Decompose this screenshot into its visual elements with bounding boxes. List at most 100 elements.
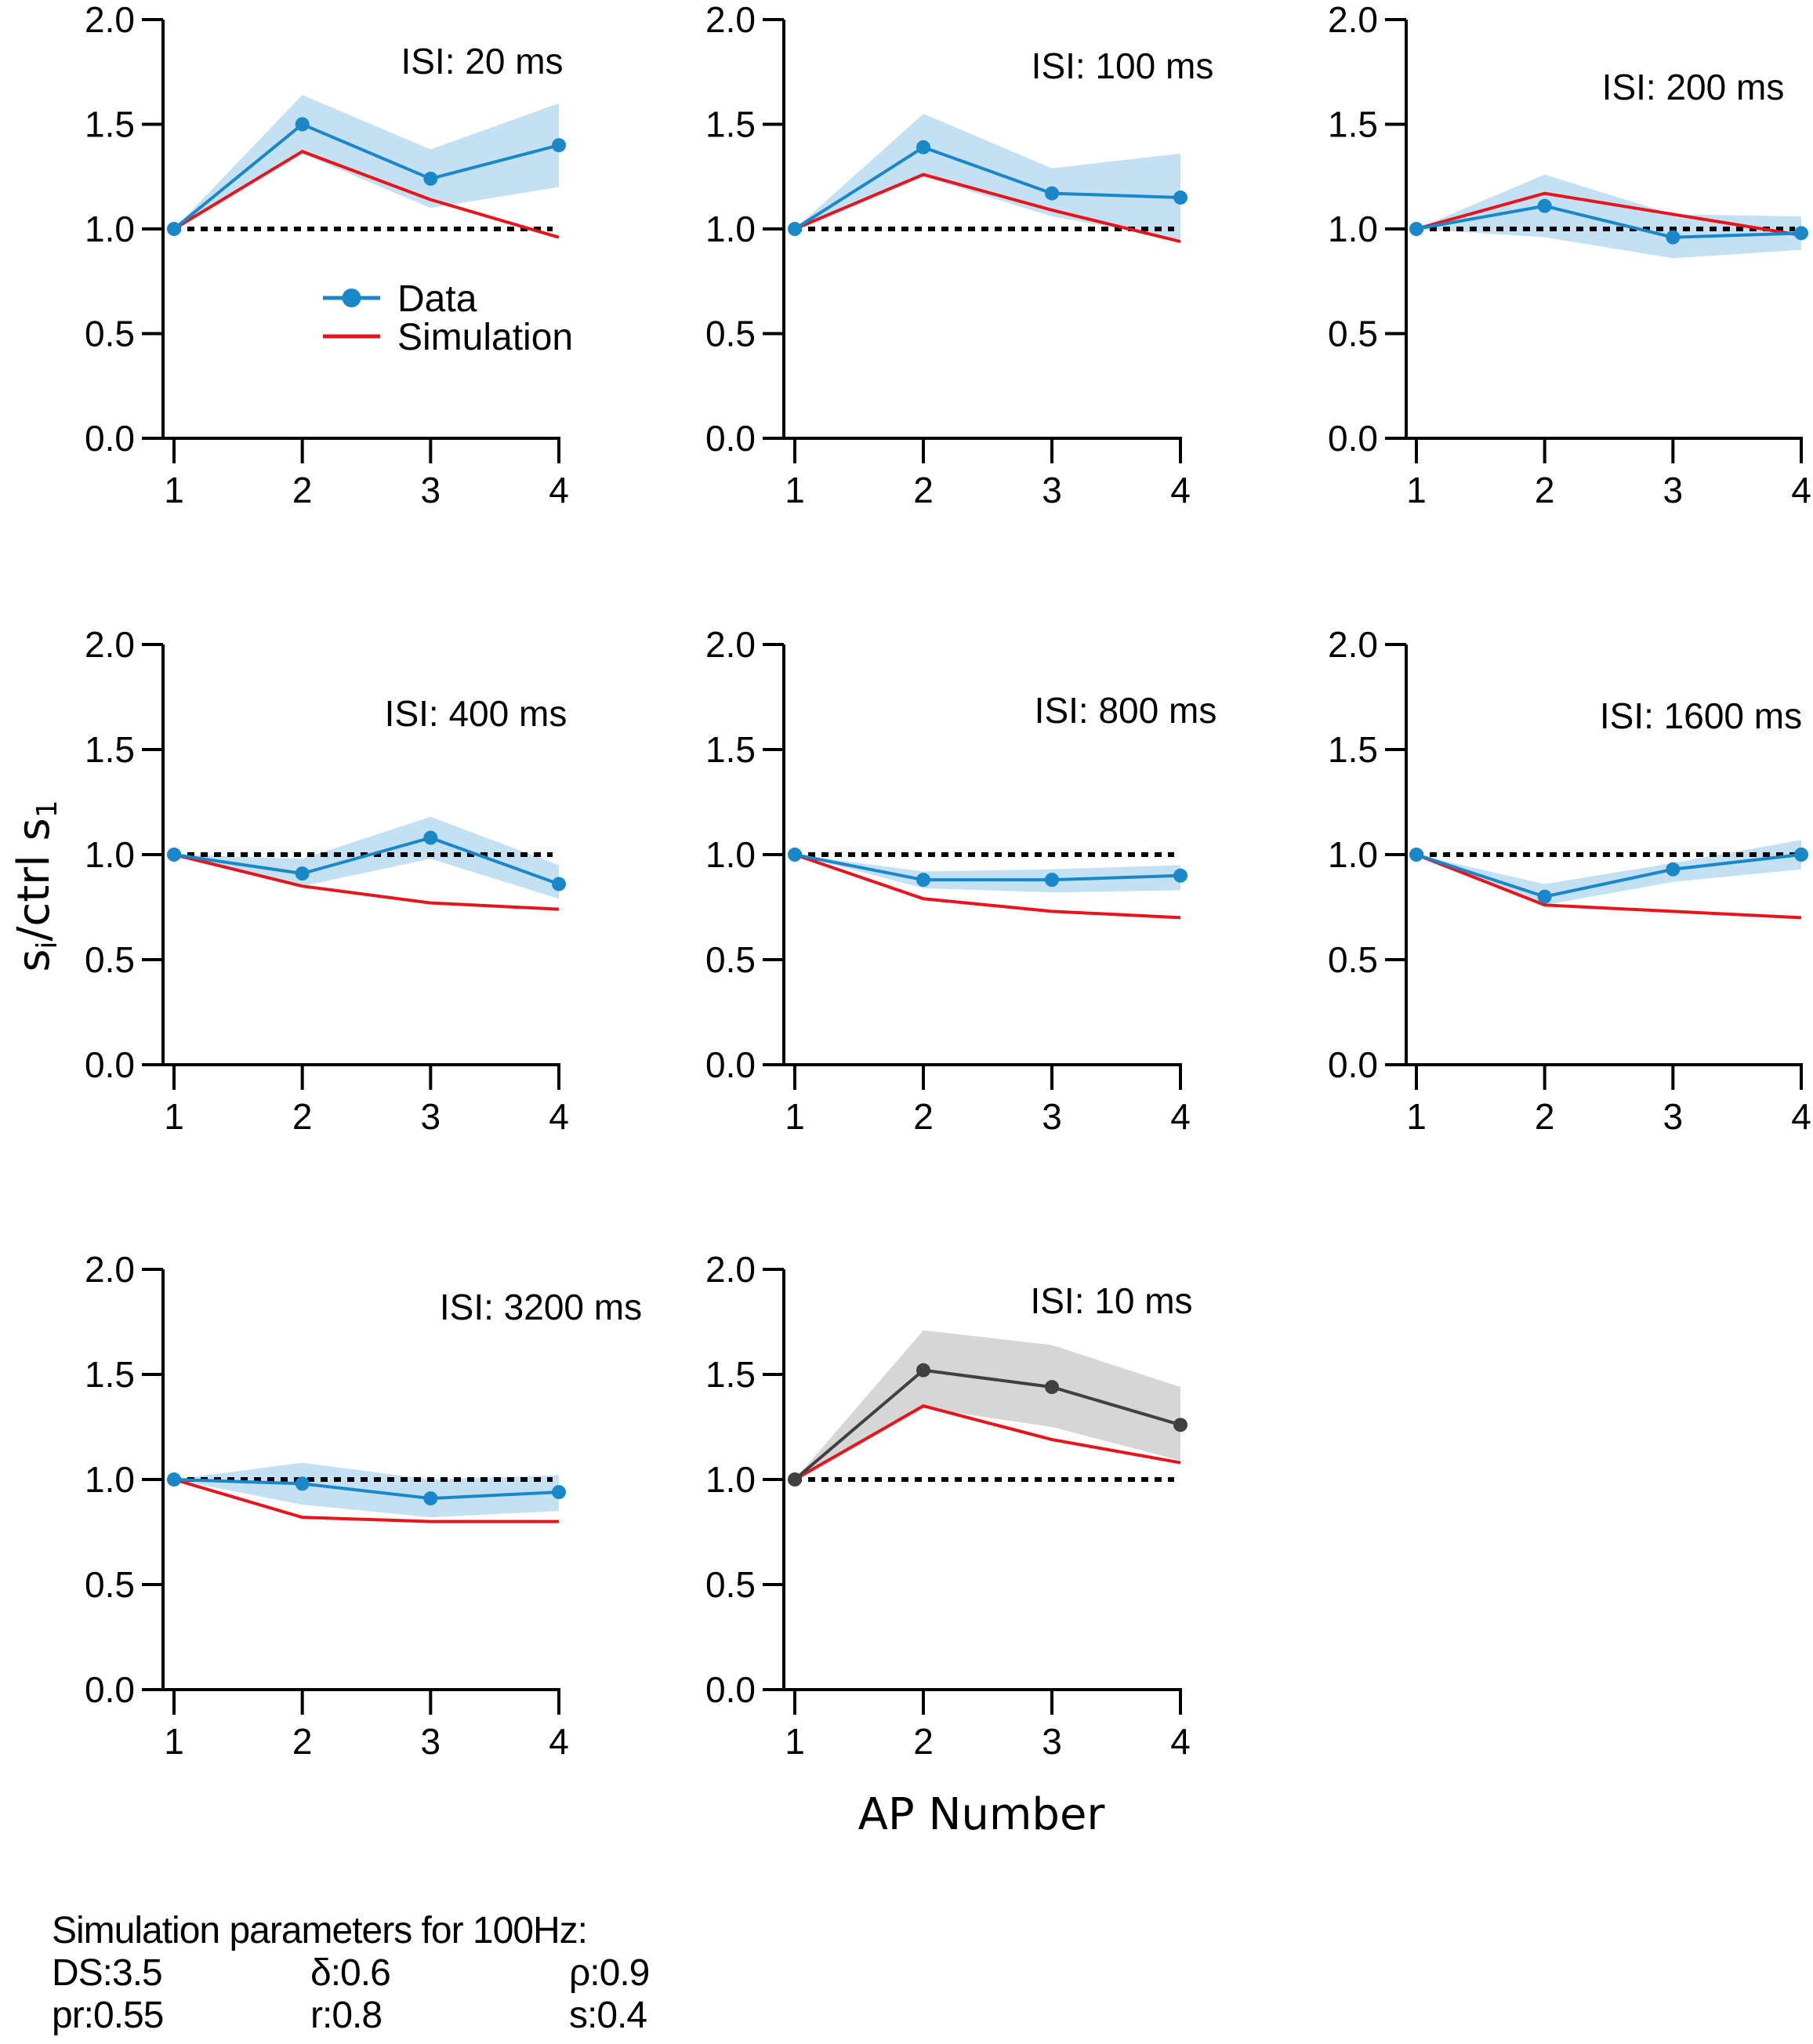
data-point xyxy=(1045,186,1059,201)
y-tick-label: 0.0 xyxy=(1328,418,1378,459)
data-point xyxy=(1537,889,1552,904)
data-point xyxy=(423,830,438,845)
y-axis-title: si/ctrl s1 xyxy=(9,800,63,971)
x-tick-label: 3 xyxy=(421,1096,441,1137)
simulation-line xyxy=(794,1404,1181,1481)
data-point xyxy=(167,222,181,236)
x-tick-label: 4 xyxy=(1170,1096,1191,1137)
x-tick-label: 3 xyxy=(1663,470,1684,510)
y-tick-label: 1.5 xyxy=(705,1354,756,1395)
panel-isi-200-ms: 0.0 0.5 1.0 1.5 2.0 1 2 3 4 ISI: 200 ms xyxy=(1328,0,1811,510)
y-tick-label: 1.0 xyxy=(705,209,756,249)
data-line xyxy=(173,1478,560,1501)
x-tick-label: 1 xyxy=(164,470,184,510)
y-tick-label: 0.5 xyxy=(85,939,135,980)
x-tick-label: 3 xyxy=(1042,470,1062,510)
data-point xyxy=(423,171,438,186)
panel-isi-10-ms: 0.0 0.5 1.0 1.5 2.0 1 2 3 4 ISI: 10 ms xyxy=(705,1249,1192,1762)
error-band xyxy=(795,1330,1180,1479)
data-point xyxy=(1173,1418,1188,1432)
y-tick-label: 0.0 xyxy=(85,1669,135,1710)
panel-isi-20-ms: 0.0 0.5 1.0 1.5 2.0 1 2 3 4 ISI: 20 ms DataSimulat… xyxy=(85,0,573,510)
error-band xyxy=(1416,174,1801,259)
y-tick-label: 2.0 xyxy=(85,0,135,40)
x-tick-label: 1 xyxy=(785,1096,805,1137)
data-point xyxy=(1794,848,1808,862)
y-tick-label: 1.0 xyxy=(705,1459,756,1500)
data-point xyxy=(788,848,802,862)
ylabel-mid: /ctrl s xyxy=(9,818,60,941)
parameters-row: pr:0.55 r:0.8 s:0.4 xyxy=(52,1995,828,2037)
y-tick-label: 1.5 xyxy=(1328,729,1378,770)
simulation-line xyxy=(173,853,560,911)
panel-title: ISI: 200 ms xyxy=(1602,67,1785,107)
data-point xyxy=(916,140,930,154)
x-tick-label: 2 xyxy=(292,470,313,510)
y-tick-label: 1.0 xyxy=(85,209,135,249)
data-line xyxy=(793,1368,1181,1481)
data-point xyxy=(788,222,802,236)
x-tick-label: 4 xyxy=(549,1721,569,1762)
y-tick-label: 0.5 xyxy=(1328,314,1378,354)
param-s: s:0.4 xyxy=(569,1995,647,2036)
data-point xyxy=(295,1476,310,1491)
data-point xyxy=(423,1491,438,1506)
x-tick-label: 4 xyxy=(549,470,569,510)
simulation-line xyxy=(173,1478,559,1523)
simulation-line xyxy=(794,172,1181,243)
y-tick-label: 2.0 xyxy=(1328,624,1378,665)
y-tick-label: 1.0 xyxy=(85,834,135,875)
y-tick-label: 1.5 xyxy=(705,104,756,145)
param-rho: ρ:0.9 xyxy=(569,1952,650,1994)
simulation-line xyxy=(1416,191,1802,237)
y-tick-label: 0.0 xyxy=(705,1669,756,1710)
y-tick-label: 0.5 xyxy=(85,1564,135,1605)
x-tick-label: 4 xyxy=(1170,1721,1191,1762)
data-point xyxy=(552,877,566,891)
data-point xyxy=(295,117,310,132)
y-tick-label: 1.0 xyxy=(1328,209,1378,249)
y-tick-label: 1.5 xyxy=(1328,104,1378,145)
data-point xyxy=(1666,230,1681,245)
y-tick-label: 0.5 xyxy=(85,314,135,354)
data-point xyxy=(1173,190,1188,205)
y-tick-label: 0.0 xyxy=(85,1044,135,1085)
panel-title: ISI: 100 ms xyxy=(1032,45,1214,86)
parameters-row: DS:3.5 δ:0.6 ρ:0.9 xyxy=(52,1952,828,1995)
y-tick-label: 0.5 xyxy=(705,314,756,354)
x-tick-label: 3 xyxy=(1663,1096,1684,1137)
data-line xyxy=(793,145,1181,231)
y-tick-label: 1.5 xyxy=(85,729,135,770)
x-tick-label: 2 xyxy=(1535,470,1555,510)
x-tick-label: 3 xyxy=(421,470,441,510)
error-band xyxy=(1416,840,1801,906)
x-tick-label: 1 xyxy=(785,1721,805,1762)
y-axis-title-text: si/ctrl s1 xyxy=(9,800,63,971)
panel-isi-1600-ms: 0.0 0.5 1.0 1.5 2.0 1 2 3 4 ISI: 1600 ms xyxy=(1328,624,1811,1137)
x-tick-label: 2 xyxy=(292,1721,313,1762)
param-ds: DS:3.5 xyxy=(52,1952,163,1994)
x-tick-label: 2 xyxy=(913,1096,934,1137)
panel-isi-100-ms: 0.0 0.5 1.0 1.5 2.0 1 2 3 4 ISI: 100 ms xyxy=(705,0,1213,510)
data-point xyxy=(1666,862,1681,877)
y-tick-label: 2.0 xyxy=(705,1249,756,1290)
x-tick-label: 1 xyxy=(1406,470,1427,510)
data-line xyxy=(172,122,560,231)
panel-title: ISI: 800 ms xyxy=(1035,690,1217,731)
x-tick-label: 4 xyxy=(549,1096,569,1137)
data-line xyxy=(1416,853,1802,899)
error-band xyxy=(795,855,1180,893)
data-point xyxy=(916,873,930,888)
x-tick-label: 1 xyxy=(164,1721,184,1762)
data-point xyxy=(1045,873,1059,888)
data-line xyxy=(1416,204,1802,239)
data-line xyxy=(794,853,1181,882)
y-tick-label: 0.0 xyxy=(705,1044,756,1085)
y-tick-label: 1.5 xyxy=(705,729,756,770)
data-line xyxy=(173,836,560,886)
data-point xyxy=(1537,198,1552,213)
parameters-heading: Simulation parameters for 100Hz: xyxy=(52,1910,588,1951)
x-tick-label: 2 xyxy=(913,470,934,510)
data-point xyxy=(916,1363,930,1378)
